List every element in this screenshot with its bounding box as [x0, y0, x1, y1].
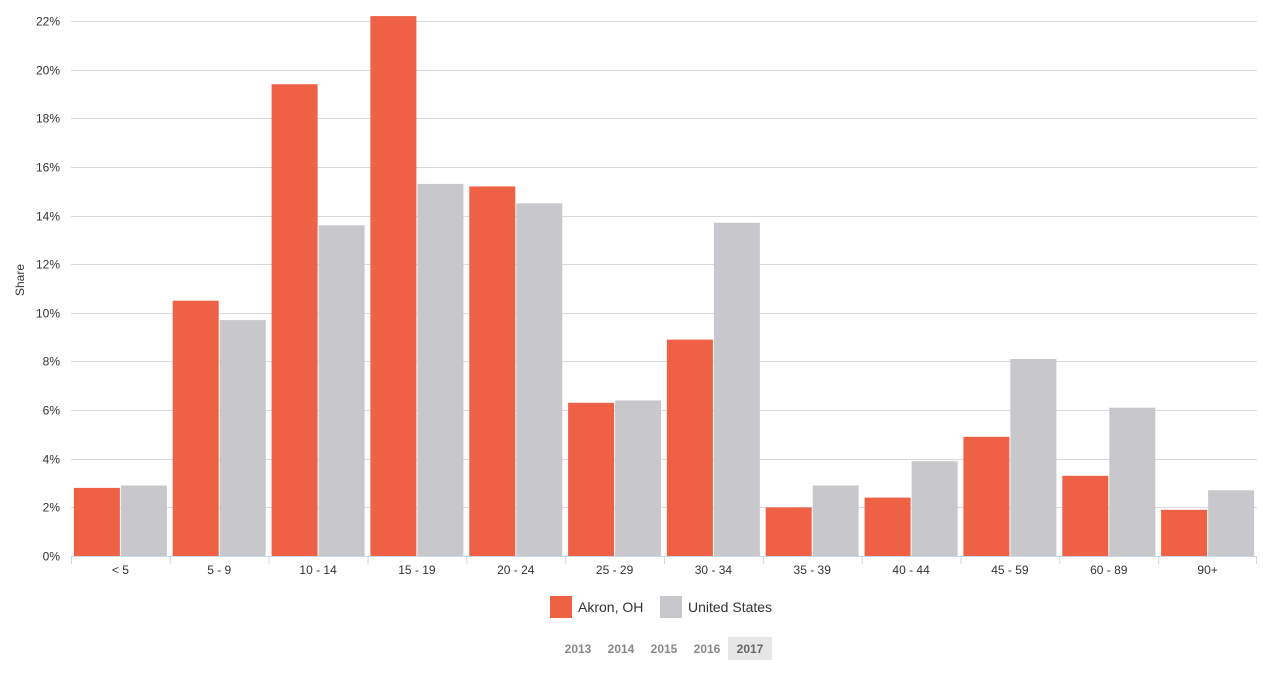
year-label: 2016: [694, 642, 721, 656]
bar: [666, 339, 713, 556]
bar: [73, 487, 120, 556]
y-tick-label: 22%: [36, 15, 60, 29]
y-tick-label: 12%: [36, 258, 60, 272]
y-axis: 0% 2% 4% 6% 8% 10% 12% 14% 16% 18% 20% 22%: [36, 15, 60, 564]
y-tick-label: 8%: [43, 355, 61, 369]
y-tick-label: 20%: [36, 64, 60, 78]
year-option-2014[interactable]: 2014: [608, 642, 635, 656]
bar: [271, 84, 318, 556]
x-tick-label: 90+: [1197, 563, 1217, 577]
x-tick-label: 15 - 19: [398, 563, 436, 577]
x-tick-label: 30 - 34: [695, 563, 733, 577]
y-axis-title: Share: [13, 264, 27, 296]
x-tick-label: 45 - 59: [991, 563, 1029, 577]
year-option-2017[interactable]: 2017: [728, 637, 772, 660]
y-tick-label: 18%: [36, 112, 60, 126]
year-label: 2013: [565, 642, 592, 656]
x-tick-label: 60 - 89: [1090, 563, 1128, 577]
y-tick-label: 6%: [43, 404, 61, 418]
bar: [120, 485, 167, 556]
bar: [1109, 407, 1156, 556]
y-tick-label: 14%: [36, 210, 60, 224]
x-tick-label: 25 - 29: [596, 563, 634, 577]
bar: [370, 16, 417, 557]
bar: [469, 186, 516, 556]
y-tick-label: 16%: [36, 161, 60, 175]
x-tick-label: 10 - 14: [299, 563, 337, 577]
legend-item[interactable]: United States: [660, 596, 772, 618]
x-tick-label: 20 - 24: [497, 563, 535, 577]
y-tick-label: 2%: [43, 501, 61, 515]
year-selector: 2013 2014 2015 2016 2017: [565, 637, 772, 660]
year-option-2015[interactable]: 2015: [651, 642, 678, 656]
legend-label: United States: [688, 599, 772, 615]
y-tick-label: 0%: [43, 550, 61, 564]
x-tick-label: 40 - 44: [892, 563, 930, 577]
bar: [1161, 509, 1208, 556]
x-tick-label: 5 - 9: [207, 563, 231, 577]
bar: [963, 436, 1010, 556]
x-tick-label: 35 - 39: [794, 563, 832, 577]
y-tick-label: 4%: [43, 453, 61, 467]
year-label: 2014: [608, 642, 635, 656]
bar: [1208, 490, 1255, 556]
bar: [713, 222, 760, 557]
bar: [864, 497, 911, 556]
bar: [812, 485, 859, 556]
legend-swatch: [660, 596, 682, 618]
bar: [1010, 359, 1057, 556]
x-axis: < 5 5 - 9 10 - 14 15 - 19 20 - 24 25 - 29 30 -…: [71, 556, 1257, 577]
x-tick-label: < 5: [112, 563, 129, 577]
legend: Akron, OH United States: [550, 596, 772, 618]
year-label: 2015: [651, 642, 678, 656]
year-selected-bg: [728, 637, 772, 660]
bar: [172, 300, 219, 556]
year-label: 2017: [737, 642, 764, 656]
bar: [1062, 475, 1109, 557]
bar: [911, 461, 958, 556]
legend-swatch: [550, 596, 572, 618]
legend-label: Akron, OH: [578, 599, 643, 615]
bar: [219, 320, 266, 556]
y-tick-label: 10%: [36, 307, 60, 321]
legend-item[interactable]: Akron, OH: [550, 596, 643, 618]
bars: [73, 16, 1255, 557]
year-option-2016[interactable]: 2016: [694, 642, 721, 656]
bar: [417, 183, 464, 556]
bar: [615, 400, 662, 556]
bar: [568, 402, 615, 556]
bar: [516, 203, 563, 556]
bar: [765, 507, 812, 556]
year-option-2013[interactable]: 2013: [565, 642, 592, 656]
bar: [318, 225, 365, 557]
grid-lines: [71, 21, 1257, 557]
